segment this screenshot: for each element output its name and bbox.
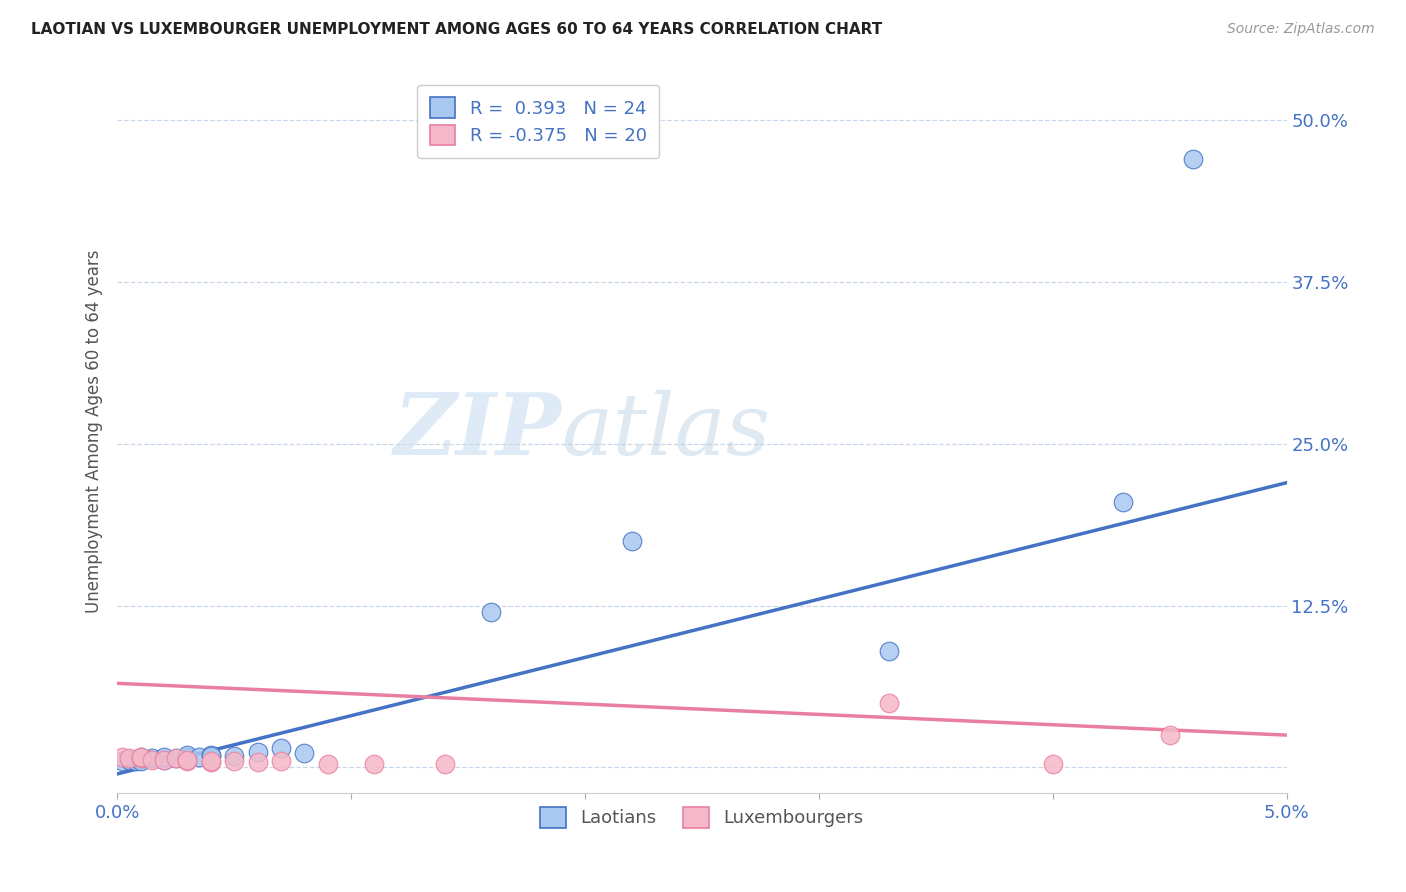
Y-axis label: Unemployment Among Ages 60 to 64 years: Unemployment Among Ages 60 to 64 years xyxy=(86,249,103,613)
Point xyxy=(246,745,269,759)
Text: atlas: atlas xyxy=(561,390,770,472)
Point xyxy=(129,750,152,764)
Point xyxy=(1159,728,1181,742)
Text: ZIP: ZIP xyxy=(394,389,561,473)
Point xyxy=(153,750,176,764)
Point xyxy=(224,748,246,763)
Point xyxy=(125,754,148,768)
Point xyxy=(620,533,643,548)
Point xyxy=(200,756,222,770)
Point xyxy=(1042,756,1064,771)
Point xyxy=(363,756,385,771)
Point xyxy=(433,756,456,771)
Point xyxy=(1112,495,1135,509)
Point xyxy=(176,754,198,768)
Point xyxy=(111,754,134,768)
Point xyxy=(129,750,152,764)
Point xyxy=(246,756,269,770)
Point xyxy=(129,754,152,768)
Point xyxy=(200,754,222,768)
Point xyxy=(292,746,315,760)
Point xyxy=(153,753,176,767)
Point xyxy=(270,754,292,768)
Point xyxy=(479,605,502,619)
Point xyxy=(141,751,163,765)
Point xyxy=(176,751,198,765)
Point xyxy=(877,644,900,658)
Point xyxy=(200,747,222,762)
Point xyxy=(176,750,198,764)
Point xyxy=(153,753,176,767)
Point xyxy=(129,751,152,765)
Point xyxy=(877,696,900,710)
Point xyxy=(165,751,187,765)
Point xyxy=(111,750,134,764)
Point xyxy=(176,753,198,767)
Point xyxy=(316,756,339,771)
Point xyxy=(141,753,163,767)
Point xyxy=(118,753,141,767)
Point xyxy=(188,750,211,764)
Point xyxy=(176,747,198,762)
Point xyxy=(224,754,246,768)
Text: LAOTIAN VS LUXEMBOURGER UNEMPLOYMENT AMONG AGES 60 TO 64 YEARS CORRELATION CHART: LAOTIAN VS LUXEMBOURGER UNEMPLOYMENT AMO… xyxy=(31,22,882,37)
Point xyxy=(1182,152,1205,166)
Point xyxy=(118,751,141,765)
Point xyxy=(270,741,292,756)
Text: Source: ZipAtlas.com: Source: ZipAtlas.com xyxy=(1227,22,1375,37)
Point xyxy=(165,751,187,765)
Point xyxy=(200,748,222,763)
Legend: Laotians, Luxembourgers: Laotians, Luxembourgers xyxy=(533,800,870,835)
